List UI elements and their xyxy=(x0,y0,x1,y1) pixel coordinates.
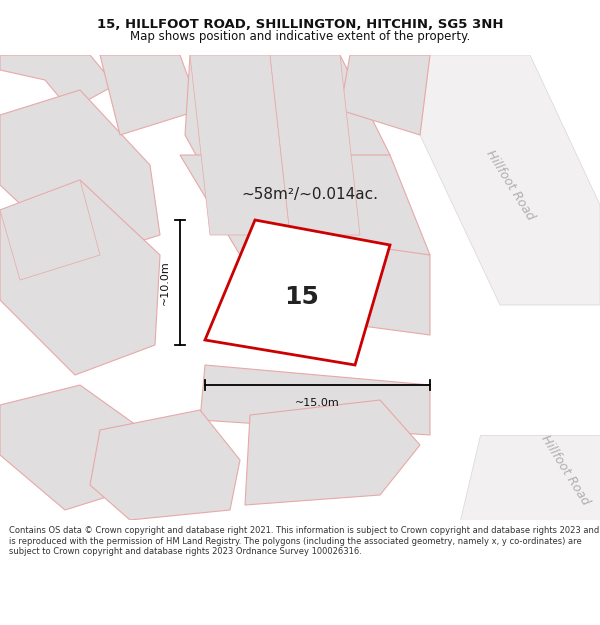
Polygon shape xyxy=(90,410,240,520)
Polygon shape xyxy=(0,55,115,110)
Text: ~58m²/~0.014ac.: ~58m²/~0.014ac. xyxy=(241,188,379,202)
Polygon shape xyxy=(270,55,360,235)
Text: Hillfoot Road: Hillfoot Road xyxy=(483,148,537,222)
Text: 15, HILLFOOT ROAD, SHILLINGTON, HITCHIN, SG5 3NH: 15, HILLFOOT ROAD, SHILLINGTON, HITCHIN,… xyxy=(97,18,503,31)
Polygon shape xyxy=(245,400,420,505)
Polygon shape xyxy=(180,155,430,255)
Polygon shape xyxy=(100,55,200,135)
Text: Contains OS data © Crown copyright and database right 2021. This information is : Contains OS data © Crown copyright and d… xyxy=(9,526,599,556)
Text: ~15.0m: ~15.0m xyxy=(295,398,340,408)
Polygon shape xyxy=(185,55,390,235)
Polygon shape xyxy=(190,55,290,235)
Text: Hillfoot Road: Hillfoot Road xyxy=(538,432,592,508)
Polygon shape xyxy=(420,55,600,305)
Polygon shape xyxy=(460,435,600,520)
Text: Map shows position and indicative extent of the property.: Map shows position and indicative extent… xyxy=(130,30,470,43)
Polygon shape xyxy=(0,180,160,375)
Text: 15: 15 xyxy=(284,286,319,309)
Polygon shape xyxy=(205,220,390,365)
Polygon shape xyxy=(0,90,160,260)
Polygon shape xyxy=(0,385,150,510)
Polygon shape xyxy=(200,365,430,435)
Polygon shape xyxy=(340,55,430,135)
Polygon shape xyxy=(355,245,430,335)
Polygon shape xyxy=(0,180,100,280)
Text: ~10.0m: ~10.0m xyxy=(160,260,170,305)
